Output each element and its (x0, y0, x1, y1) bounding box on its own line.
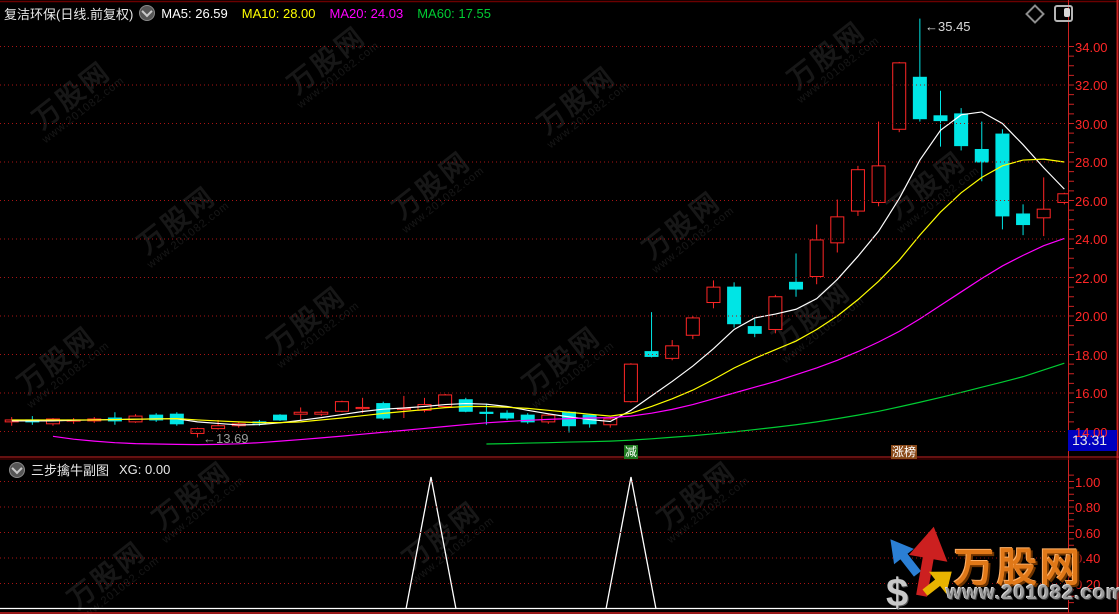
logo-brand-text: 万股网 (954, 546, 1083, 590)
main-chart-header: 复洁环保(日线.前复权) MA5: 26.59 MA10: 28.00 MA20… (4, 4, 505, 22)
last-price-badge: 13.31 (1072, 432, 1108, 448)
price-axis-label: 20.00 (1075, 309, 1108, 324)
indicator-axis-label: 0.40 (1075, 551, 1101, 566)
price-annotation: ←13.69 (203, 431, 249, 446)
site-logo: $ 万股网 www.201082.com (884, 522, 1119, 614)
price-annotation: ←35.45 (925, 19, 971, 34)
indicator-axis-label: 1.00 (1075, 474, 1101, 490)
diamond-icon[interactable] (1025, 3, 1045, 24)
logo-url-text: www.201082.com (946, 582, 1119, 604)
indicator-axis-label: 0.80 (1075, 500, 1101, 515)
panel-layout-icon[interactable] (1054, 5, 1073, 22)
price-axis-label: 28.00 (1075, 155, 1108, 170)
price-axis-label: 24.00 (1075, 232, 1108, 247)
chevron-down-circle-icon[interactable] (139, 5, 156, 21)
svg-text:$: $ (886, 571, 908, 610)
logo-arrows-icon: $ (886, 526, 952, 614)
price-axis-label: 16.00 (1075, 386, 1108, 401)
indicator-axis-label: 0.60 (1075, 525, 1101, 541)
price-axis-label: 30.00 (1075, 116, 1108, 132)
indicator-axis-label: 0.20 (1075, 576, 1101, 592)
price-axis-label: 34.00 (1075, 39, 1108, 55)
indicator-value: XG: 0.00 (119, 462, 171, 477)
overlay-tag: 涨榜 (891, 445, 918, 459)
price-axis-label: 14.00 (1075, 424, 1108, 440)
price-axis-label: 22.00 (1075, 270, 1108, 286)
price-axis-label: 26.00 (1075, 193, 1108, 209)
indicator-title: 三步擒牛副图 (31, 463, 110, 478)
ma20-legend: MA20: 24.03 (329, 5, 404, 21)
stock-title: 复洁环保(日线.前复权) (4, 6, 134, 22)
chevron-down-circle-icon[interactable] (9, 461, 25, 478)
overlay-tag: 减 (624, 445, 639, 459)
ma60-legend: MA60: 17.55 (417, 5, 491, 21)
ma10-legend: MA10: 28.00 (241, 5, 316, 21)
price-axis-label: 32.00 (1075, 78, 1108, 93)
sub-chart-header: 三步擒牛副图 XG: 0.00 (3, 460, 170, 479)
ma5-legend: MA5: 26.59 (161, 5, 228, 21)
price-axis-label: 18.00 (1075, 347, 1108, 363)
